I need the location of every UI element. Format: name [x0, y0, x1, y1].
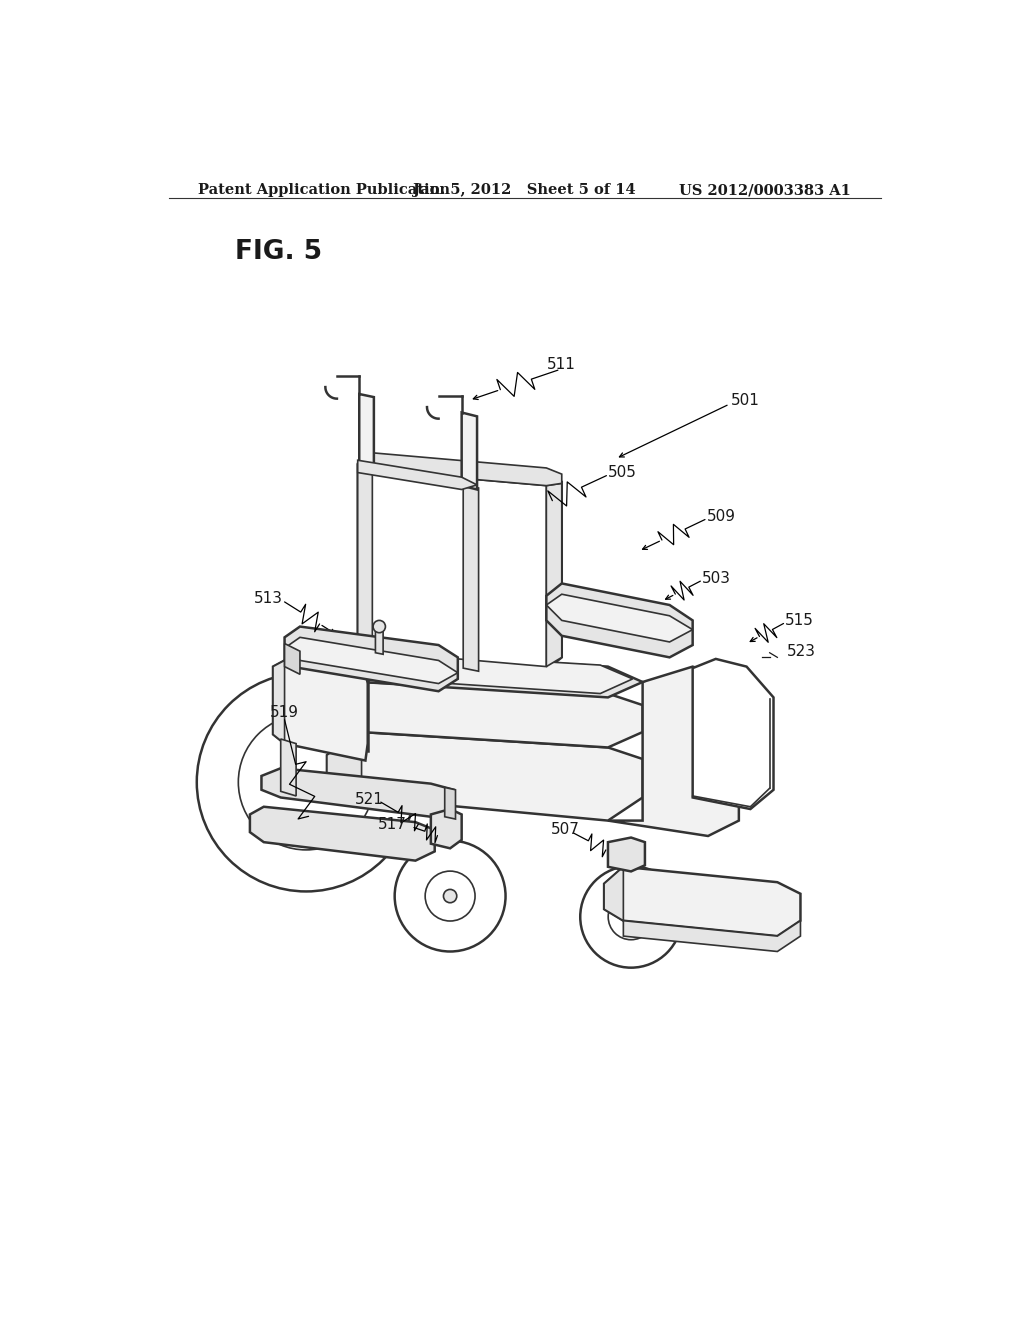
PathPatch shape — [547, 594, 692, 642]
PathPatch shape — [285, 638, 458, 684]
Circle shape — [581, 866, 682, 968]
PathPatch shape — [285, 627, 458, 692]
PathPatch shape — [608, 667, 739, 836]
PathPatch shape — [250, 807, 435, 861]
PathPatch shape — [285, 644, 300, 675]
PathPatch shape — [462, 412, 477, 490]
Text: Jan. 5, 2012   Sheet 5 of 14: Jan. 5, 2012 Sheet 5 of 14 — [414, 183, 636, 197]
PathPatch shape — [327, 682, 361, 733]
PathPatch shape — [604, 867, 624, 921]
PathPatch shape — [444, 788, 456, 818]
Text: US 2012/0003383 A1: US 2012/0003383 A1 — [679, 183, 851, 197]
PathPatch shape — [692, 659, 773, 809]
PathPatch shape — [624, 921, 801, 952]
PathPatch shape — [370, 453, 562, 486]
PathPatch shape — [359, 395, 374, 470]
Circle shape — [373, 620, 385, 632]
Circle shape — [425, 871, 475, 921]
Text: 515: 515 — [785, 612, 814, 628]
Text: 517: 517 — [378, 817, 407, 832]
PathPatch shape — [376, 627, 383, 655]
Circle shape — [197, 673, 416, 891]
PathPatch shape — [327, 733, 643, 821]
Circle shape — [608, 894, 654, 940]
Circle shape — [295, 771, 317, 793]
Text: 511: 511 — [547, 358, 577, 372]
PathPatch shape — [357, 455, 562, 667]
Circle shape — [443, 890, 457, 903]
Text: 523: 523 — [786, 644, 815, 659]
PathPatch shape — [261, 768, 454, 817]
Circle shape — [625, 911, 637, 923]
Circle shape — [394, 841, 506, 952]
Text: 509: 509 — [707, 510, 735, 524]
PathPatch shape — [273, 660, 285, 743]
Circle shape — [239, 714, 374, 850]
Text: Patent Application Publication: Patent Application Publication — [199, 183, 451, 197]
PathPatch shape — [327, 651, 643, 697]
PathPatch shape — [281, 739, 296, 796]
PathPatch shape — [547, 483, 562, 667]
Text: 513: 513 — [254, 591, 283, 606]
PathPatch shape — [370, 470, 547, 667]
Text: 507: 507 — [551, 822, 580, 837]
PathPatch shape — [431, 809, 462, 849]
Text: 501: 501 — [731, 393, 760, 408]
PathPatch shape — [357, 463, 373, 655]
PathPatch shape — [327, 733, 361, 797]
Text: 521: 521 — [355, 792, 384, 807]
Text: FIG. 5: FIG. 5 — [234, 239, 322, 265]
PathPatch shape — [547, 583, 692, 657]
PathPatch shape — [608, 838, 645, 871]
Text: 503: 503 — [701, 570, 731, 586]
PathPatch shape — [327, 682, 643, 747]
PathPatch shape — [273, 660, 368, 760]
Text: 505: 505 — [608, 465, 637, 480]
PathPatch shape — [357, 461, 477, 490]
PathPatch shape — [337, 651, 633, 693]
Text: 519: 519 — [270, 705, 299, 721]
PathPatch shape — [463, 484, 478, 671]
PathPatch shape — [604, 867, 801, 936]
